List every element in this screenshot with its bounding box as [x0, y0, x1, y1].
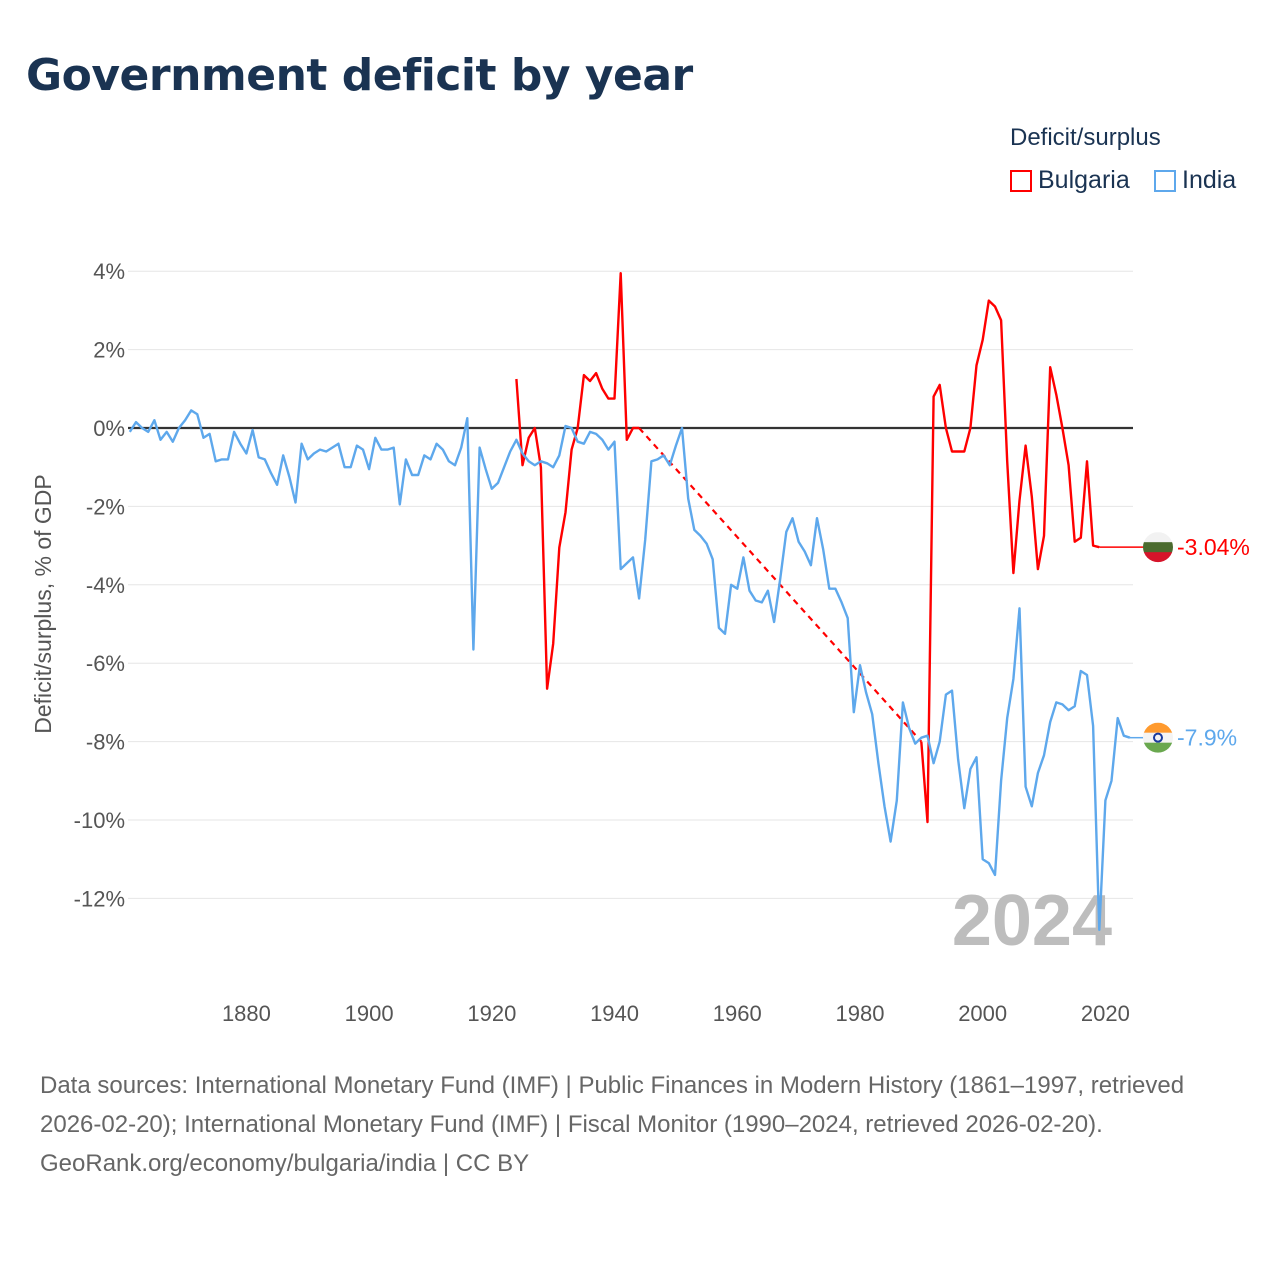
- flag-stripe: [1143, 722, 1173, 734]
- y-tick-label: -12%: [74, 886, 125, 911]
- legend-item-bulgaria[interactable]: Bulgaria: [1010, 166, 1130, 195]
- year-watermark: 2024: [952, 881, 1112, 961]
- y-tick-label: -2%: [86, 494, 125, 519]
- y-axis-label: Deficit/surplus, % of GDP: [30, 474, 56, 733]
- x-tick-label: 1960: [713, 1001, 762, 1026]
- y-tick-label: -4%: [86, 573, 125, 598]
- legend-item-india[interactable]: India: [1154, 166, 1236, 195]
- chart-plot: 4% 2% 0% -2% -4% -6% -8% -10% -12% 1880 1900 1920 19…: [30, 259, 1250, 1026]
- flag-icon-india: [1143, 722, 1173, 753]
- legend-swatch-india: [1154, 169, 1176, 192]
- series-line-bulgaria[interactable]: [515, 272, 1100, 824]
- legend-label-india: India: [1182, 166, 1237, 194]
- credit-link[interactable]: GeoRank.org/economy/bulgaria/india | CC …: [40, 1150, 530, 1177]
- x-tick-label: 1940: [590, 1001, 639, 1026]
- legend-title: Deficit/surplus: [1010, 124, 1161, 151]
- chart-title: Government deficit by year: [26, 50, 693, 101]
- flag-stripe: [1143, 732, 1173, 744]
- legend-swatch-bulgaria: [1010, 169, 1032, 192]
- data-sources: Data sources: International Monetary Fun…: [40, 1072, 1185, 1138]
- y-tick-label: 2%: [93, 338, 125, 363]
- y-tick-label: -6%: [86, 651, 125, 676]
- flag-stripe: [1143, 532, 1173, 543]
- y-tick-label: 0%: [93, 416, 125, 441]
- y-tick-label: 4%: [93, 259, 125, 284]
- x-tick-label: 1880: [222, 1001, 271, 1026]
- footer: Data sources: International Monetary Fun…: [40, 1066, 1240, 1183]
- ashoka-chakra: [1153, 732, 1163, 743]
- flag-stripe: [1143, 742, 1173, 753]
- x-tick-label: 2020: [1081, 1001, 1130, 1026]
- flag-stripe: [1143, 552, 1173, 563]
- end-value-label-india: -7.9%: [1177, 725, 1237, 751]
- legend-label-bulgaria: Bulgaria: [1038, 166, 1130, 194]
- x-tick-label: 1900: [345, 1001, 394, 1026]
- y-tick-label: -8%: [86, 730, 125, 755]
- end-value-label-bulgaria: -3.04%: [1177, 534, 1250, 560]
- series-line-india[interactable]: [128, 409, 1131, 931]
- flag-icon-bulgaria: [1143, 532, 1173, 563]
- x-tick-label: 1980: [835, 1001, 884, 1026]
- x-tick-label: 2000: [958, 1001, 1007, 1026]
- flag-stripe: [1143, 542, 1173, 553]
- y-tick-label: -10%: [74, 808, 125, 833]
- x-tick-label: 1920: [467, 1001, 516, 1026]
